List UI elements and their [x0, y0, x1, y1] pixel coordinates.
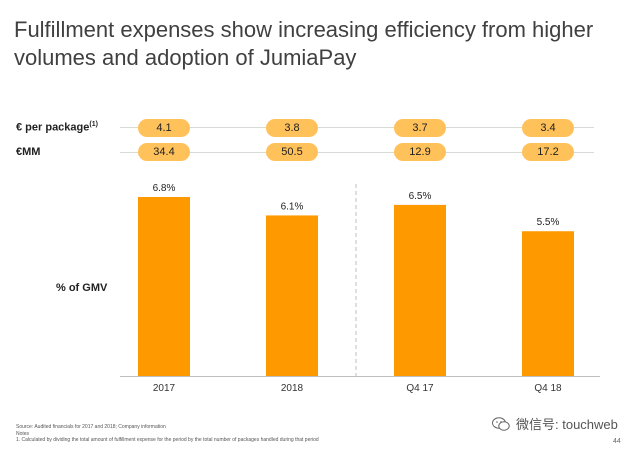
watermark-text: 微信号: touchweb — [516, 417, 618, 432]
bar-2018 — [266, 215, 318, 376]
x-tick-label: Q4 17 — [406, 383, 434, 394]
footnote-1: 1. Calculated by dividing the total amou… — [16, 437, 319, 443]
mm-2017: 34.4 — [138, 143, 190, 161]
source-note: Source: Audited financials for 2017 and … — [16, 424, 166, 430]
mm-q4-18: 17.2 — [522, 143, 574, 161]
data-label: 5.5% — [537, 217, 560, 228]
mm-label: €MM — [16, 146, 41, 158]
bar-q4-18 — [522, 231, 574, 376]
data-label: 6.1% — [281, 201, 304, 212]
notes-header: Notes — [16, 430, 30, 437]
per-package-footnote-mark: (1) — [89, 121, 98, 128]
per-package-divider — [120, 127, 594, 128]
bar-2017 — [138, 197, 190, 376]
watermark: 微信号: touchweb — [492, 414, 618, 433]
page-number: 44 — [613, 438, 621, 445]
per-package-2017: 4.1 — [138, 119, 190, 137]
per-package-q4-18: 3.4 — [522, 119, 574, 137]
mm-2018: 50.5 — [266, 143, 318, 161]
x-tick-label: 2018 — [281, 383, 304, 394]
x-tick-label: 2017 — [153, 383, 176, 394]
data-label: 6.5% — [409, 191, 432, 202]
data-label: 6.8% — [153, 183, 176, 194]
page-title: Fulfillment expenses show increasing eff… — [14, 17, 594, 70]
wechat-icon — [492, 416, 510, 431]
gmv-axis-label: % of GMV — [56, 282, 108, 294]
per-package-q4-17: 3.7 — [394, 119, 446, 137]
mm-divider — [120, 152, 594, 153]
per-package-label: € per package(1) — [16, 121, 98, 134]
footnotes: Source: Audited financials for 2017 and … — [16, 424, 319, 444]
per-package-2018: 3.8 — [266, 119, 318, 137]
bar-q4-17 — [394, 204, 446, 376]
mm-q4-17: 12.9 — [394, 143, 446, 161]
x-tick-label: Q4 18 — [534, 383, 562, 394]
